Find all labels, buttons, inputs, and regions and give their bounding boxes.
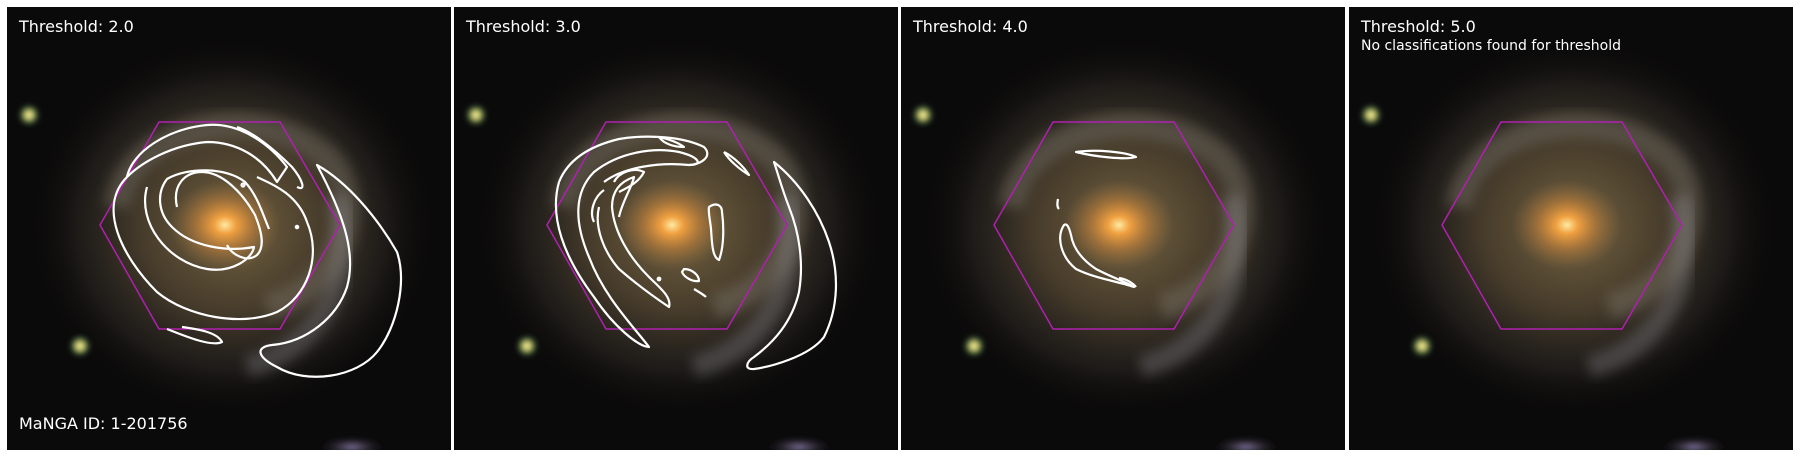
fov-hexagon — [1441, 121, 1683, 330]
fov-hexagon — [99, 121, 341, 330]
galaxy-image — [7, 7, 451, 450]
fov-hexagon — [993, 121, 1235, 330]
galaxy-panel-threshold-3: Threshold: 3.0 — [454, 7, 898, 450]
threshold-label: Threshold: 5.0 — [1361, 17, 1476, 36]
galaxy-image — [454, 7, 898, 450]
galaxy-image — [901, 7, 1345, 450]
galaxy-panel-threshold-4: Threshold: 4.0 — [901, 7, 1345, 450]
classification-contours — [1056, 149, 1138, 289]
manga-id-label: MaNGA ID: 1-201756 — [19, 414, 188, 433]
threshold-label: Threshold: 4.0 — [913, 17, 1028, 36]
galaxy-panel-threshold-5: Threshold: 5.0 No classifications found … — [1349, 7, 1793, 450]
fov-hexagon — [546, 121, 788, 330]
classification-contours — [554, 135, 838, 371]
galaxy-panel-threshold-2: Threshold: 2.0 MaNGA ID: 1-201756 — [7, 7, 451, 450]
galaxy-image — [1349, 7, 1793, 450]
no-classifications-note: No classifications found for threshold — [1361, 38, 1621, 54]
threshold-label: Threshold: 2.0 — [19, 17, 134, 36]
threshold-label: Threshold: 3.0 — [466, 17, 581, 36]
classification-contours — [112, 123, 403, 378]
